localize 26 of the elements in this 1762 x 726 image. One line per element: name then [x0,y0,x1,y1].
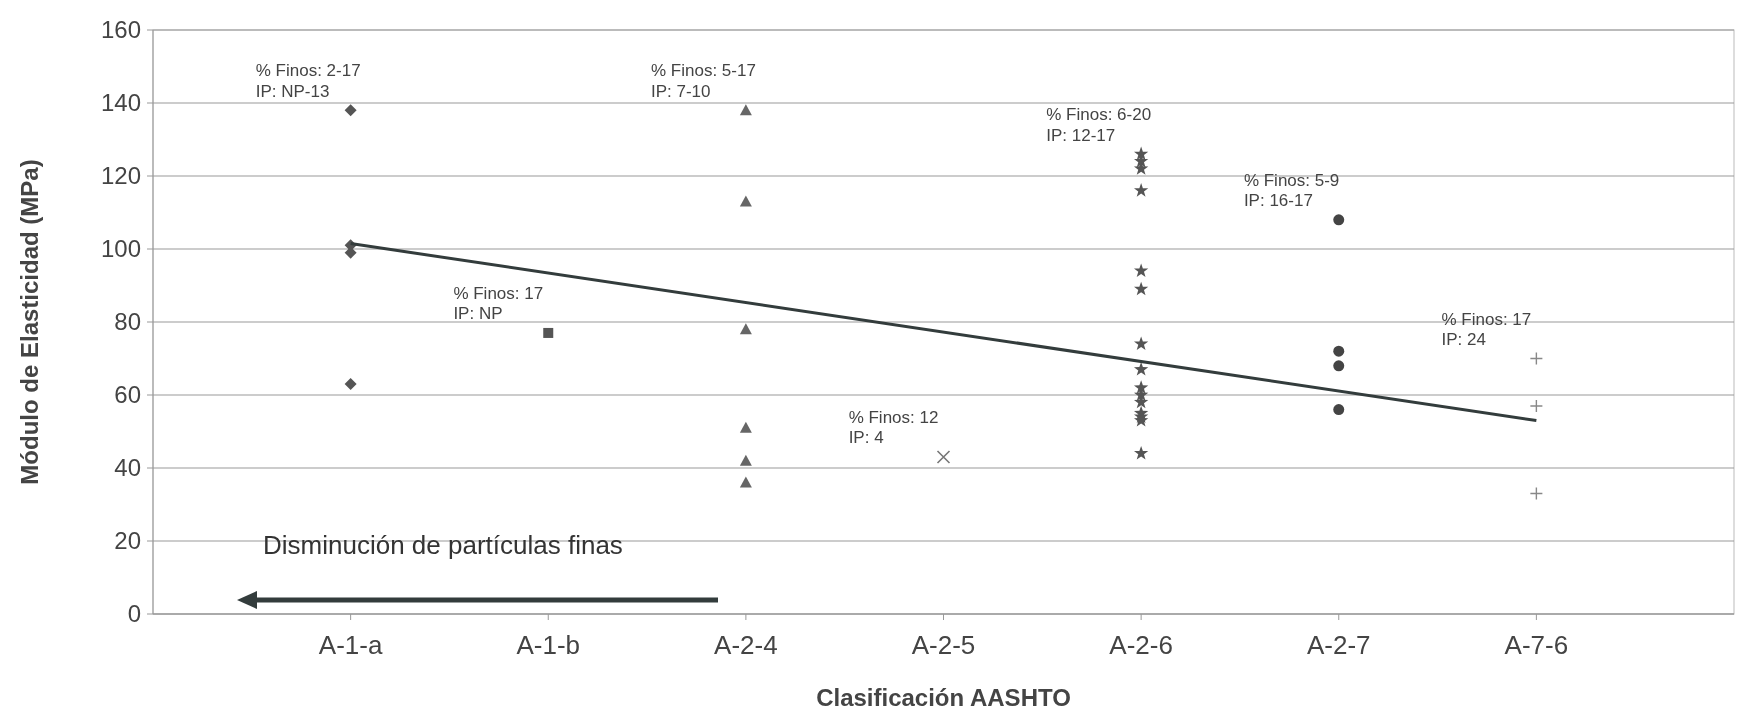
annotation: % Finos: 6-20 IP: 12-17 [1046,105,1152,145]
x-tick-label: A-7-6 [1504,630,1569,660]
annotation: Disminución de partículas finas [263,530,623,560]
x-tick-label: A-2-6 [1109,630,1173,660]
annotation: % Finos: 5-17 IP: 7-10 [651,61,756,101]
y-tick-label: 160 [100,16,141,44]
annotation: % Finos: 5-9 IP: 16-17 [1243,170,1340,211]
y-tick-label: 100 [100,235,141,263]
annotation: % Finos: 12 IP: 4 [848,408,939,448]
y-tick-label: 20 [114,527,141,555]
y-tick-label: 60 [114,381,141,409]
x-tick-label: A-2-5 [911,630,976,660]
annotation: % Finos: 17 IP: 24 [1441,309,1532,349]
y-tick-label: 80 [114,308,141,336]
y-tick-label: 140 [100,89,141,117]
y-tick-label: 40 [114,454,141,482]
x-tick-label: A-2-4 [714,630,778,660]
y-axis-title: Módulo de Elasticidad (MPa) [16,159,43,485]
x-tick-label: A-1-b [516,630,581,660]
annotation: % Finos: 17 IP: NP [453,283,544,324]
x-tick-label: A-2-7 [1306,630,1371,660]
x-axis-title: Clasificación AASHTO [816,684,1071,711]
y-tick-label: 0 [127,600,141,628]
annotation: % Finos: 2-17 IP: NP-13 [255,61,361,101]
y-tick-label: 120 [100,162,141,190]
x-tick-label: A-1-a [318,630,383,660]
